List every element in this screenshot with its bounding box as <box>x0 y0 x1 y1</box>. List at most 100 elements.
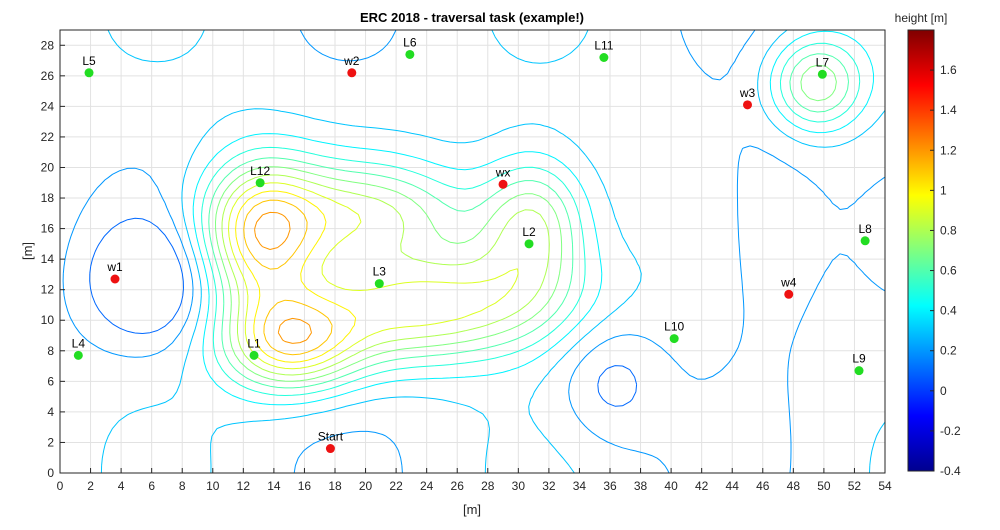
contour-line <box>201 42 861 396</box>
x-tick-label: 30 <box>512 479 526 493</box>
landmarks-marker <box>405 49 415 59</box>
x-tick-label: 50 <box>817 479 831 493</box>
contour-line <box>235 190 357 363</box>
y-tick-label: 22 <box>41 130 55 144</box>
contour-line <box>215 64 837 382</box>
waypoints-label: Start <box>318 430 344 444</box>
landmarks-marker <box>374 279 384 289</box>
contour-line <box>228 182 519 370</box>
waypoints-label: wx <box>495 165 511 179</box>
landmarks-label: L6 <box>403 35 417 49</box>
landmarks-marker <box>817 69 827 79</box>
contour-line <box>192 30 874 406</box>
colorbar-gradient <box>907 29 935 472</box>
x-tick-label: 46 <box>756 479 770 493</box>
waypoints-marker <box>110 274 120 284</box>
waypoints-label: w4 <box>780 275 797 289</box>
landmarks-label: L11 <box>594 38 613 52</box>
colorbar-tick-label: 1.4 <box>940 103 957 117</box>
landmarks-marker <box>255 178 265 188</box>
colorbar-label: height [m] <box>895 11 948 25</box>
plot-frame <box>59 29 886 474</box>
y-tick-label: 26 <box>41 69 55 83</box>
waypoints-marker <box>743 100 752 110</box>
landmarks-marker <box>249 350 259 360</box>
landmarks-marker <box>599 52 609 62</box>
x-tick-label: 16 <box>298 479 312 493</box>
waypoints-marker <box>325 444 335 454</box>
colorbar-ticks: -0.4 -0.2 0 0.2 0.4 0.6 0.8 1 1.2 1.4 1.6 <box>930 63 961 478</box>
landmarks-label: L9 <box>852 352 866 366</box>
landmarks-label: L1 <box>247 336 261 350</box>
landmarks-marker <box>860 236 870 246</box>
colorbar: height [m] -0.4 -0.2 0 0.2 0.4 0.6 0.8 1 1.2 1.4 1… <box>895 11 961 478</box>
x-tick-label: 32 <box>542 479 556 493</box>
landmarks-marker <box>524 239 534 249</box>
colorbar-tick-label: 0.6 <box>940 264 957 278</box>
y-tick-label: 12 <box>41 283 55 297</box>
landmarks-label: L12 <box>250 164 270 178</box>
contour-line <box>254 211 312 344</box>
x-tick-label: 0 <box>57 479 64 493</box>
x-tick-label: 14 <box>267 479 281 493</box>
x-tick-label: 4 <box>118 479 125 493</box>
y-tick-label: 14 <box>41 252 55 266</box>
waypoints-label: w2 <box>343 54 360 68</box>
y-tick-label: 2 <box>47 435 54 449</box>
contour-line <box>89 217 638 407</box>
x-tick-label: 22 <box>389 479 403 493</box>
landmarks-label: L2 <box>522 225 536 239</box>
landmarks-label: L5 <box>82 54 96 68</box>
colorbar-tick-label: 0.4 <box>940 304 957 318</box>
contour-lines <box>62 30 885 473</box>
waypoints-marker <box>347 68 357 78</box>
x-tick-label: 20 <box>359 479 373 493</box>
markers: L1 L2 L3 L4 L5 L6 L7 L8 L9 L10 L11 L12 Start w1 w2 w3 w4… <box>72 35 872 454</box>
x-tick-label: 38 <box>634 479 648 493</box>
colorbar-tick-label: 0.8 <box>940 223 957 237</box>
y-tick-label: 0 <box>47 466 54 480</box>
x-tick-label: 36 <box>603 479 617 493</box>
x-tick-label: 54 <box>878 479 892 493</box>
x-axis-label: [m] <box>463 502 481 517</box>
waypoints-label: w1 <box>106 260 123 274</box>
y-tick-label: 4 <box>47 405 54 419</box>
contour-line <box>221 174 550 376</box>
x-tick-label: 2 <box>87 479 94 493</box>
colorbar-tick-label: 1.2 <box>940 143 957 157</box>
colorbar-tick-label: 0 <box>940 384 947 398</box>
x-tick-label: 24 <box>420 479 434 493</box>
landmarks-label: L10 <box>664 320 684 334</box>
x-tick-label: 18 <box>328 479 342 493</box>
y-tick-label: 10 <box>41 313 55 327</box>
waypoints-marker <box>498 179 508 189</box>
x-tick-label: 44 <box>726 479 740 493</box>
x-tick-label: 42 <box>695 479 709 493</box>
landmarks-marker <box>669 334 679 344</box>
colorbar-tick-label: 1 <box>940 183 947 197</box>
contour-line <box>243 199 333 356</box>
y-tick-label: 16 <box>41 222 55 236</box>
y-tick-label: 18 <box>41 191 55 205</box>
colorbar-tick-label: -0.4 <box>940 464 961 478</box>
contour-line <box>62 30 885 473</box>
y-tick-label: 6 <box>47 374 54 388</box>
x-tick-label: 6 <box>148 479 155 493</box>
x-tick-label: 28 <box>481 479 495 493</box>
x-tick-label: 34 <box>573 479 587 493</box>
x-tick-label: 10 <box>206 479 220 493</box>
plot-area <box>60 30 885 473</box>
x-tick-label: 12 <box>237 479 251 493</box>
y-axis-label: [m] <box>20 242 35 260</box>
landmarks-label: L8 <box>858 222 872 236</box>
colorbar-tick-label: 1.6 <box>940 63 957 77</box>
x-axis-ticks: 0 2 4 6 8 10 12 14 16 18 20 22 24 26 28 30 32 34 36 38 40 42 4… <box>57 468 892 493</box>
landmarks-marker <box>73 350 83 360</box>
x-tick-label: 26 <box>451 479 465 493</box>
y-tick-label: 24 <box>41 99 55 113</box>
x-tick-label: 8 <box>179 479 186 493</box>
colorbar-tick-label: 0.2 <box>940 344 957 358</box>
colorbar-tick-label: -0.2 <box>940 424 961 438</box>
